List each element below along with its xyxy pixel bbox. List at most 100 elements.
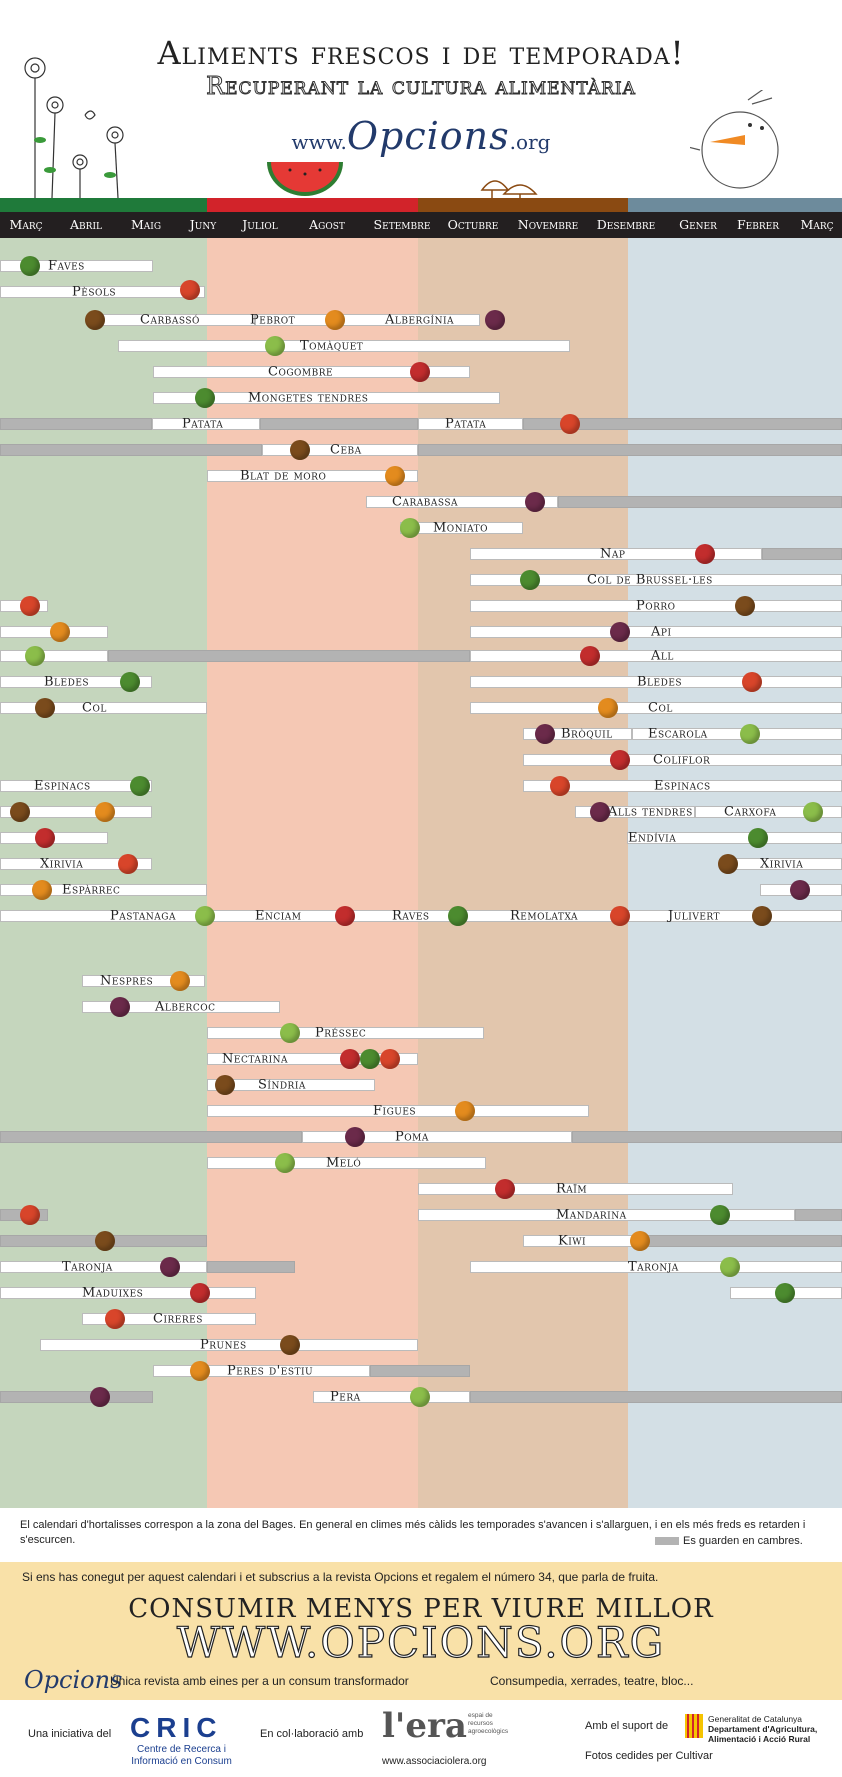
produce-icon <box>580 646 600 666</box>
season-bar <box>0 858 152 870</box>
season-bar <box>82 1001 280 1013</box>
produce-icon <box>410 362 430 382</box>
initiative-label: Una iniciativa del <box>28 1728 112 1740</box>
item-label: Albergínia <box>385 312 454 328</box>
produce-icon <box>215 1075 235 1095</box>
item-label: Préssec <box>315 1025 367 1041</box>
item-label: Taronja <box>628 1259 679 1275</box>
promo-website[interactable]: WWW.OPCIONS.ORG <box>176 1617 666 1667</box>
generalitat-line-2: Departament d'Agricultura, <box>708 1724 818 1734</box>
month-12: Març <box>800 217 834 232</box>
cric-name: Centre de Recerca i Informació en Consum <box>131 1744 232 1767</box>
produce-icon <box>25 646 45 666</box>
item-label: Moniato <box>433 520 489 536</box>
produce-icon <box>590 802 610 822</box>
produce-icon <box>748 828 768 848</box>
promo-extra: Consumpedia, xerrades, teatre, bloc... <box>490 1674 694 1688</box>
season-bar <box>0 418 152 430</box>
produce-icon <box>775 1283 795 1303</box>
season-band-summer <box>207 198 418 212</box>
produce-icon <box>95 1231 115 1251</box>
season-bar <box>207 1027 484 1039</box>
produce-icon <box>180 280 200 300</box>
produce-icon <box>35 698 55 718</box>
season-bar <box>302 1131 572 1143</box>
season-band-spring <box>0 198 207 212</box>
month-1: Abril <box>70 217 102 232</box>
item-label: Carabassa <box>392 494 459 510</box>
month-10: Gener <box>679 217 717 232</box>
item-label: Raïm <box>556 1181 588 1197</box>
era-url[interactable]: www.associaciolera.org <box>382 1756 487 1767</box>
season-bar <box>0 1391 153 1403</box>
item-label: Síndria <box>258 1077 306 1093</box>
season-bar <box>207 1079 375 1091</box>
item-label: Xirivia <box>40 856 84 872</box>
season-bar <box>366 496 558 508</box>
item-label: Raves <box>392 908 430 924</box>
season-bar <box>153 392 500 404</box>
season-bar <box>470 548 762 560</box>
snowman-illustration <box>690 90 779 189</box>
produce-icon <box>290 440 310 460</box>
item-label: Remolatxa <box>510 908 579 924</box>
legend-label: Es guarden en cambres. <box>683 1535 803 1547</box>
item-label: Julivert <box>668 908 721 924</box>
season-bar <box>470 1391 842 1403</box>
item-label: Pebrot <box>250 312 296 328</box>
produce-icon <box>195 906 215 926</box>
era-logo: l'era <box>382 1706 467 1746</box>
generalitat-flag-icon <box>685 1714 703 1738</box>
produce-icon <box>410 1387 430 1407</box>
season-bar <box>0 1131 302 1143</box>
produce-icon <box>740 724 760 744</box>
produce-icon <box>50 622 70 642</box>
item-label: Bledes <box>44 674 90 690</box>
produce-icon <box>280 1023 300 1043</box>
url-suffix: .org <box>509 130 551 154</box>
produce-icon <box>130 776 150 796</box>
generalitat-line-1: Generalitat de Catalunya <box>708 1714 803 1724</box>
produce-icon <box>598 698 618 718</box>
item-label: Api <box>651 624 672 640</box>
produce-icon <box>170 971 190 991</box>
produce-icon <box>118 854 138 874</box>
season-band-winter <box>628 198 842 212</box>
produce-icon <box>345 1127 365 1147</box>
item-label: Escarola <box>648 726 708 742</box>
season-bar <box>572 1131 842 1143</box>
season-bar <box>82 1313 256 1325</box>
item-label: Figues <box>373 1103 417 1119</box>
flowers-illustration <box>24 57 124 198</box>
url-prefix: www. <box>291 130 347 154</box>
produce-icon <box>335 906 355 926</box>
season-bar <box>0 1261 207 1273</box>
produce-icon <box>560 414 580 434</box>
produce-icon <box>110 997 130 1017</box>
produce-icon <box>380 1049 400 1069</box>
month-2: Maig <box>130 217 162 232</box>
produce-icon <box>360 1049 380 1069</box>
season-bar <box>795 1209 842 1221</box>
produce-icon <box>550 776 570 796</box>
produce-icon <box>448 906 468 926</box>
produce-icon <box>35 828 55 848</box>
month-6: Setembre <box>373 217 431 232</box>
season-bar <box>40 1339 418 1351</box>
legend: Es guarden en cambres. <box>655 1535 803 1547</box>
item-label: Patata <box>182 416 224 432</box>
item-label: Alls tendres <box>608 804 693 820</box>
season-bar <box>313 1391 470 1403</box>
produce-icon <box>735 596 755 616</box>
generalitat-text: Generalitat de Catalunya Departament d'A… <box>708 1714 817 1744</box>
item-label: Espinacs <box>34 778 91 794</box>
produce-icon <box>610 906 630 926</box>
produce-icon <box>340 1049 360 1069</box>
item-label: Pastanaga <box>110 908 176 924</box>
header-url[interactable]: www.Opcions.org <box>0 114 842 158</box>
season-bar <box>418 418 523 430</box>
generalitat-line-3: Alimentació i Acció Rural <box>708 1734 811 1744</box>
produce-icon <box>190 1361 210 1381</box>
produce-icon <box>32 880 52 900</box>
item-label: Porro <box>636 598 676 614</box>
